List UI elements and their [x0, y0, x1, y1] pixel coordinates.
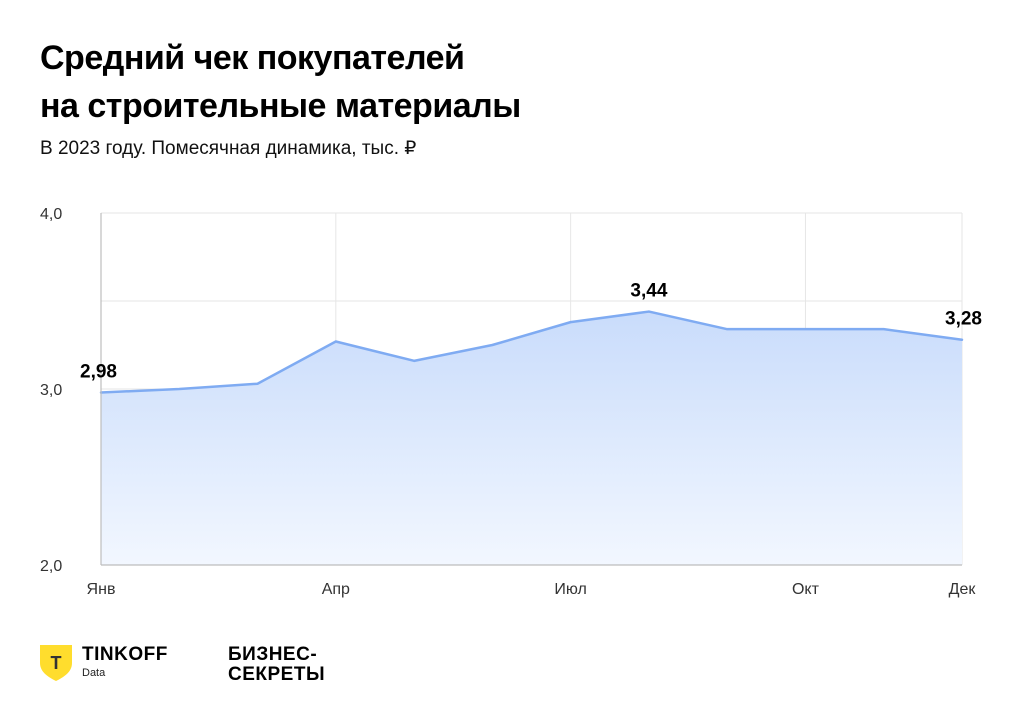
- y-tick-label: 4,0: [40, 206, 62, 223]
- x-tick-label: Июл: [554, 581, 586, 598]
- x-tick-label: Окт: [792, 581, 820, 598]
- axes: 4,0 3,0 2,0 Янв Апр Июл Окт Дек: [40, 206, 976, 598]
- data-label: 2,98: [80, 362, 117, 383]
- y-tick-label: 3,0: [40, 382, 62, 399]
- area-fill: [101, 311, 962, 565]
- chart-subtitle: В 2023 году. Помесячная динамика, тыс. ₽: [40, 138, 417, 159]
- tinkoff-data-logo: Т TINKOFF Data: [40, 645, 168, 681]
- data-labels: 2,98 3,44 3,28: [80, 281, 982, 383]
- chart-title-line2: на строительные материалы: [40, 87, 521, 125]
- y-tick-label: 2,0: [40, 558, 62, 575]
- chart-title-line1: Средний чек покупателей: [40, 39, 465, 77]
- business-secrets-logo: БИЗНЕС- СЕКРЕТЫ: [228, 645, 325, 685]
- tinkoff-shield-icon: Т: [40, 645, 72, 681]
- series-area: [99, 310, 964, 565]
- tinkoff-name: TINKOFF: [82, 644, 168, 665]
- chart-title: Средний чек покупателей на строительные …: [40, 34, 521, 130]
- bs-line2: СЕКРЕТЫ: [228, 664, 326, 685]
- bs-line1: БИЗНЕС-: [228, 644, 318, 665]
- x-tick-label: Апр: [322, 581, 350, 598]
- x-tick-label: Янв: [87, 581, 116, 598]
- series-line: [99, 310, 964, 394]
- tinkoff-sub: Data: [82, 667, 106, 679]
- data-label: 3,28: [945, 309, 982, 330]
- data-label: 3,44: [630, 281, 667, 302]
- x-tick-label: Дек: [949, 581, 977, 598]
- svg-text:Т: Т: [51, 653, 62, 673]
